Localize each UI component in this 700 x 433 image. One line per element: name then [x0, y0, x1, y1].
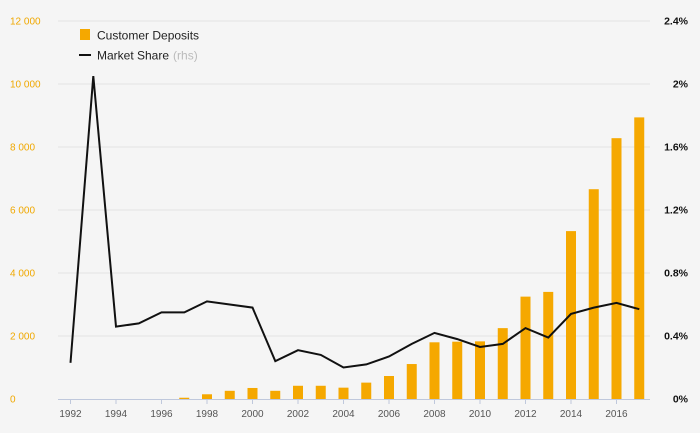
- y-right-tick-label: 1.6%: [664, 142, 689, 154]
- y-left-tick-label: 6 000: [10, 206, 35, 217]
- deposit-bar: [338, 387, 349, 399]
- x-tick-label: 1998: [196, 409, 219, 420]
- deposit-bar: [202, 394, 212, 399]
- legend-label-deposits: Customer Deposits: [97, 29, 199, 43]
- deposit-bar: [247, 387, 258, 399]
- legend-label-market-share-name: Market Share: [97, 49, 169, 63]
- deposit-bar: [361, 382, 372, 399]
- deposit-bar: [429, 342, 440, 399]
- y-left-tick-label: 4 000: [10, 269, 35, 280]
- y-right-tick-label: 0%: [673, 394, 689, 406]
- x-tick-label: 2012: [514, 409, 537, 420]
- x-tick-label: 2008: [423, 409, 446, 420]
- x-tick-label: 2004: [332, 409, 355, 420]
- deposit-bar: [224, 390, 235, 399]
- x-tick-label: 1996: [150, 409, 173, 420]
- deposit-bar: [452, 341, 463, 399]
- gridlines: [58, 20, 650, 337]
- x-tick-label: 2014: [560, 409, 583, 420]
- y-right-tick-label: 2%: [673, 79, 689, 91]
- x-tick-label: 2006: [378, 409, 401, 420]
- y-right-tick-label: 1.2%: [664, 205, 689, 217]
- deposit-bar: [293, 385, 303, 399]
- deposit-bar: [520, 296, 531, 399]
- x-tick-label: 2002: [287, 409, 310, 420]
- y-left-tick-label: 8 000: [10, 143, 35, 154]
- x-tick-label: 2000: [241, 409, 264, 420]
- x-tick-label: 1994: [105, 409, 128, 420]
- legend-label-market-share: Market Share (rhs): [97, 49, 198, 63]
- y-left-tick-label: 12 000: [10, 17, 41, 28]
- y-left-tick-label: 10 000: [10, 80, 41, 91]
- x-tick-label: 1992: [59, 409, 82, 420]
- deposit-bar: [543, 291, 554, 399]
- deposit-bar: [384, 376, 394, 399]
- deposit-bar: [315, 385, 326, 399]
- y-left-tick-label: 2 000: [10, 332, 35, 343]
- y-right-tick-label: 0.8%: [664, 268, 689, 280]
- y-right-tick-label: 0.4%: [664, 331, 689, 343]
- deposit-bar: [497, 328, 508, 399]
- y-left-tick-label: 0: [10, 395, 16, 406]
- legend-swatch-deposits: [80, 29, 90, 40]
- deposit-bar: [475, 341, 485, 399]
- market-share-line-group: [69, 76, 640, 369]
- deposit-bar: [634, 117, 645, 399]
- axes: 0 0% 2 000 0.4% 4 000 0.8% 6 000 1.2% 8 000 1.6% 1…: [10, 16, 689, 421]
- x-tick-label: 2016: [605, 409, 628, 420]
- legend: Customer Deposits Market Share (rhs): [79, 29, 199, 63]
- x-tick-label: 2010: [469, 409, 492, 420]
- deposit-bar: [611, 138, 622, 399]
- deposit-bar: [179, 397, 190, 399]
- deposit-bar: [406, 364, 417, 399]
- market-share-line: [69, 76, 640, 369]
- deposit-bar: [270, 390, 281, 399]
- deposit-bar: [588, 189, 599, 399]
- y-right-tick-label: 2.4%: [664, 16, 689, 28]
- legend-label-market-share-suffix: (rhs): [173, 49, 198, 63]
